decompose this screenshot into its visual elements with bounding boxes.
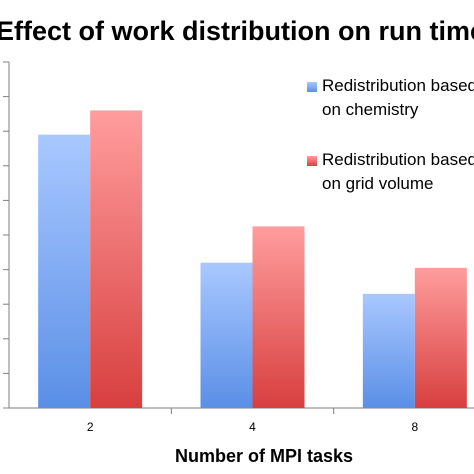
bar-grid-volume-4 [252, 226, 305, 408]
bar-chemistry-8 [362, 293, 415, 408]
x-tick-labels: 2 4 8 [87, 420, 419, 434]
bars [38, 110, 467, 408]
chart-title: Effect of work distribution on run time [0, 16, 474, 46]
x-tick-label-8: 8 [411, 420, 418, 434]
legend-swatch-chemistry [307, 82, 317, 92]
legend-label-grid-volume: Redistribution based on grid volume [322, 150, 474, 193]
legend-swatch-grid-volume [307, 156, 317, 166]
legend-label-chemistry: Redistribution based on chemistry [322, 76, 474, 119]
bar-chemistry-4 [200, 262, 253, 408]
bar-grid-volume-8 [414, 267, 467, 408]
x-tick-label-4: 4 [249, 420, 256, 434]
legend: Redistribution based on chemistry Redistri… [307, 76, 474, 193]
bar-chemistry-2 [38, 134, 91, 408]
x-tick-label-2: 2 [87, 420, 94, 434]
x-axis-label: Number of MPI tasks [175, 446, 353, 466]
bar-grid-volume-2 [90, 110, 143, 408]
